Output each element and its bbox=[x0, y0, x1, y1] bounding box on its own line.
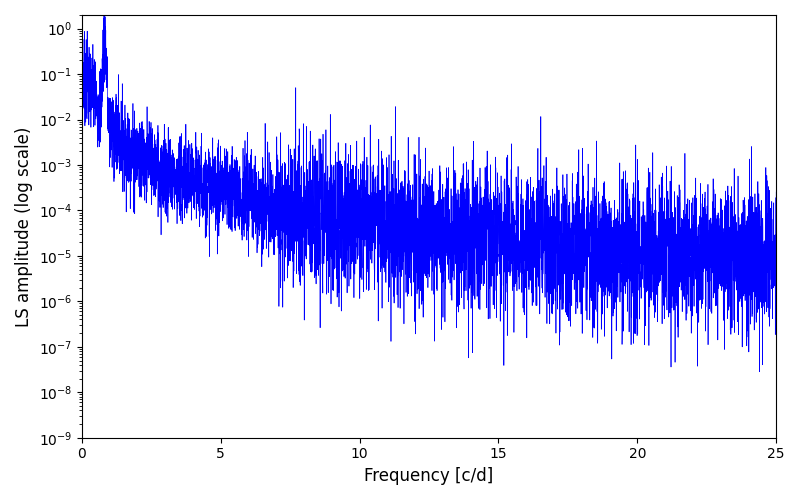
X-axis label: Frequency [c/d]: Frequency [c/d] bbox=[364, 467, 494, 485]
Y-axis label: LS amplitude (log scale): LS amplitude (log scale) bbox=[15, 126, 33, 326]
